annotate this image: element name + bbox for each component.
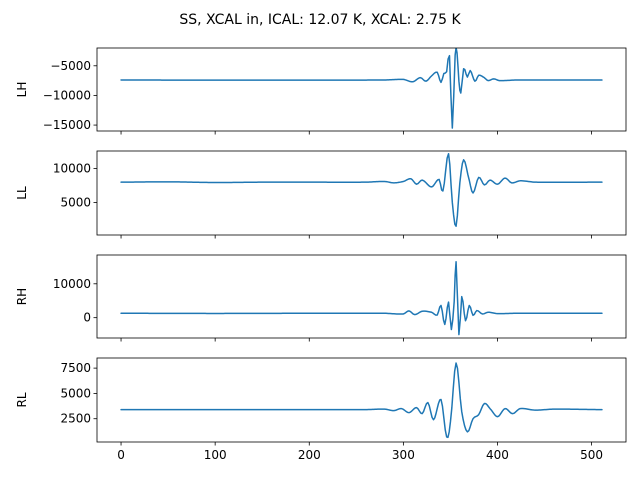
plot-frame — [96, 150, 627, 236]
y-axis-label: LH — [15, 82, 29, 98]
y-tick-label: −10000 — [43, 88, 91, 102]
subplot-lh: −5000 −10000 −15000 LH — [15, 47, 627, 135]
x-tick-label: 300 — [392, 448, 415, 462]
y-tick-label: 7500 — [60, 361, 91, 375]
series-line-rh — [120, 261, 603, 336]
plot-frame — [96, 254, 627, 339]
subplot-rh: 10000 0 RH — [15, 254, 627, 342]
subplot-grid: −5000−10000−15000LH100005000LL100000RH75… — [15, 47, 627, 462]
chart-title: SS, XCAL in, ICAL: 12.07 K, XCAL: 2.75 K — [179, 12, 461, 28]
x-tick-label: 200 — [298, 448, 321, 462]
series-line-ll — [120, 152, 603, 227]
x-tick-label: 0 — [117, 448, 125, 462]
plot-frame — [96, 357, 627, 443]
plot-frame — [96, 47, 627, 132]
series-line-lh — [120, 48, 603, 129]
subplot-rl: 7500 5000 2500 0 100 200 300 400 500 RL — [15, 357, 627, 462]
y-axis-label: RH — [15, 288, 29, 305]
x-tick-label: 500 — [580, 448, 603, 462]
y-tick-label: 2500 — [60, 412, 91, 426]
y-tick-label: 5000 — [60, 195, 91, 209]
y-axis-label: RL — [15, 392, 29, 407]
y-tick-label: 10000 — [53, 277, 91, 291]
y-tick-label: −15000 — [43, 118, 91, 132]
y-axis-label: LL — [15, 186, 29, 200]
y-tick-label: −5000 — [50, 59, 91, 73]
x-tick-label: 400 — [486, 448, 509, 462]
y-tick-label: 0 — [83, 311, 91, 325]
subplot-ll: 10000 5000 LL — [15, 150, 627, 239]
series-line-rl — [120, 362, 603, 439]
y-tick-label: 10000 — [53, 162, 91, 176]
x-tick-label: 100 — [204, 448, 227, 462]
y-tick-label: 5000 — [60, 386, 91, 400]
